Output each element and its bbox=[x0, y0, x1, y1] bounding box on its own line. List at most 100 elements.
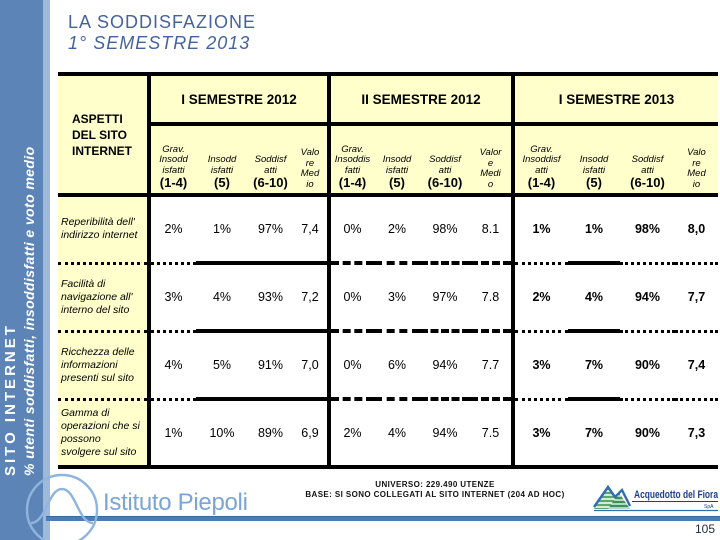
subheader-label: Soddisf atti bbox=[429, 154, 461, 176]
value-cell: 98% bbox=[420, 195, 470, 265]
satisfaction-table: ASPETTI DEL SITO INTERNET I SEMESTRE 201… bbox=[58, 72, 718, 469]
subheader-range: (1-4) bbox=[527, 175, 556, 190]
value-cell: 8.1 bbox=[470, 195, 513, 265]
fiora-logo-text: Acquedotto del Fiora bbox=[634, 489, 719, 501]
subheader-range: (5) bbox=[214, 175, 230, 190]
value-cell: 7,3 bbox=[675, 399, 718, 469]
subheader-range: (5) bbox=[389, 175, 405, 190]
subheader-label: Soddisf atti bbox=[254, 154, 287, 176]
value-cell: 89% bbox=[248, 399, 293, 469]
value-cell: 4% bbox=[568, 263, 620, 333]
value-cell: 2% bbox=[511, 263, 568, 333]
subheader-label: Grav. Insoddisf atti bbox=[522, 143, 561, 176]
value-cell: 90% bbox=[620, 399, 675, 469]
title-line1: LA SODDISFAZIONE bbox=[68, 12, 257, 32]
piepoli-logo-icon bbox=[25, 473, 99, 540]
value-cell: 7,7 bbox=[675, 263, 718, 333]
sidebar-section-subtitle: % utenti soddisfatti, insoddisfatti e vo… bbox=[21, 146, 37, 476]
subheader-range: (6-10) bbox=[253, 175, 288, 190]
value-cell: 1% bbox=[511, 195, 568, 265]
subheader-cell: Valo re Med io bbox=[293, 124, 329, 197]
value-cell: 7% bbox=[568, 331, 620, 401]
value-cell: 0% bbox=[327, 195, 374, 265]
table-corner-header: ASPETTI DEL SITO INTERNET bbox=[58, 72, 149, 197]
subheader-cell: Insodd isfatti (5) bbox=[196, 124, 248, 197]
value-cell: 7.5 bbox=[470, 399, 513, 469]
value-cell: 2% bbox=[147, 195, 196, 265]
value-cell: 4% bbox=[374, 399, 420, 469]
subheader-label: Valo re Med io bbox=[687, 147, 706, 190]
subheader-cell: Grav. Insoddisf atti (1-4) bbox=[511, 124, 568, 197]
fiora-logo-sub: SpA bbox=[704, 504, 714, 510]
value-cell: 90% bbox=[620, 331, 675, 401]
subheader-label: Grav. Insoddis fatti bbox=[334, 143, 371, 176]
subheader-cell: Valor e Medi o bbox=[470, 124, 513, 197]
value-cell: 3% bbox=[374, 263, 420, 333]
value-cell: 4% bbox=[147, 331, 196, 401]
value-cell: 8,0 bbox=[675, 195, 718, 265]
page-number: 105 bbox=[694, 522, 715, 536]
subheader-cell: Grav. Insodd isfatti (1-4) bbox=[147, 124, 196, 197]
value-cell: 94% bbox=[420, 399, 470, 469]
subheader-range: (6-10) bbox=[427, 175, 463, 190]
subheader-label: Valo re Med io bbox=[300, 147, 320, 190]
fiora-logo-icon: Acquedotto del Fiora SpA bbox=[593, 484, 719, 512]
subheader-cell: Insodd isfatti (5) bbox=[568, 124, 620, 197]
group-header-sem1-2013: I SEMESTRE 2013 bbox=[511, 72, 718, 126]
value-cell: 7.7 bbox=[470, 331, 513, 401]
value-cell: 94% bbox=[620, 263, 675, 333]
value-cell: 10% bbox=[196, 399, 248, 469]
subheader-cell: Soddisf atti (6-10) bbox=[620, 124, 675, 197]
value-cell: 0% bbox=[327, 263, 374, 333]
value-cell: 7,0 bbox=[293, 331, 329, 401]
slide-title: LA SODDISFAZIONE 1° SEMESTRE 2013 bbox=[68, 12, 256, 54]
value-cell: 0% bbox=[327, 331, 374, 401]
subheader-range: (5) bbox=[586, 175, 602, 190]
value-cell: 3% bbox=[511, 331, 568, 401]
value-cell: 2% bbox=[327, 399, 374, 469]
subheader-label: Grav. Insodd isfatti bbox=[159, 143, 188, 176]
universe-line: UNIVERSO: 229.490 UTENZE bbox=[375, 480, 495, 489]
value-cell: 97% bbox=[248, 195, 293, 265]
value-cell: 1% bbox=[196, 195, 248, 265]
value-cell: 7,4 bbox=[675, 331, 718, 401]
value-cell: 7.8 bbox=[470, 263, 513, 333]
value-cell: 1% bbox=[568, 195, 620, 265]
value-cell: 97% bbox=[420, 263, 470, 333]
piepoli-logo-text: Istituto Piepoli bbox=[103, 489, 248, 516]
row-label: Gamma di operazioni che si possono svolg… bbox=[58, 399, 149, 469]
base-note: UNIVERSO: 229.490 UTENZE BASE: SI SONO C… bbox=[250, 480, 620, 499]
sidebar-section-title: SITO INTERNET bbox=[2, 323, 19, 476]
sidebar bbox=[0, 0, 43, 540]
sidebar-rotated-text: SITO INTERNET % utenti soddisfatti, inso… bbox=[2, 0, 50, 540]
value-cell: 7% bbox=[568, 399, 620, 469]
group-header-sem2-2012: II SEMESTRE 2012 bbox=[327, 72, 513, 126]
subheader-cell: Soddisf atti (6-10) bbox=[420, 124, 470, 197]
footer-divider bbox=[46, 516, 720, 521]
subheader-cell: Soddisf atti (6-10) bbox=[248, 124, 293, 197]
subheader-cell: Grav. Insoddis fatti (1-4) bbox=[327, 124, 374, 197]
group-header-sem1-2012: I SEMESTRE 2012 bbox=[147, 72, 329, 126]
subheader-range: (1-4) bbox=[338, 175, 367, 190]
value-cell: 4% bbox=[196, 263, 248, 333]
subheader-range: (1-4) bbox=[159, 175, 188, 190]
subheader-cell: Insodd isfatti (5) bbox=[374, 124, 420, 197]
value-cell: 3% bbox=[147, 263, 196, 333]
value-cell: 1% bbox=[147, 399, 196, 469]
subheader-label: Soddisf atti bbox=[631, 154, 664, 176]
value-cell: 2% bbox=[374, 195, 420, 265]
sidebar-accent-strip bbox=[43, 0, 50, 540]
row-label: Reperibilità dell' indirizzo internet bbox=[58, 195, 149, 265]
subheader-cell: Valo re Med io bbox=[675, 124, 718, 197]
value-cell: 7,2 bbox=[293, 263, 329, 333]
value-cell: 93% bbox=[248, 263, 293, 333]
row-label: Ricchezza delle informazioni presenti su… bbox=[58, 331, 149, 401]
value-cell: 3% bbox=[511, 399, 568, 469]
value-cell: 94% bbox=[420, 331, 470, 401]
value-cell: 6% bbox=[374, 331, 420, 401]
value-cell: 91% bbox=[248, 331, 293, 401]
subheader-label: Insodd isfatti bbox=[382, 154, 412, 176]
value-cell: 6,9 bbox=[293, 399, 329, 469]
base-line: BASE: SI SONO COLLEGATI AL SITO INTERNET… bbox=[305, 489, 565, 499]
